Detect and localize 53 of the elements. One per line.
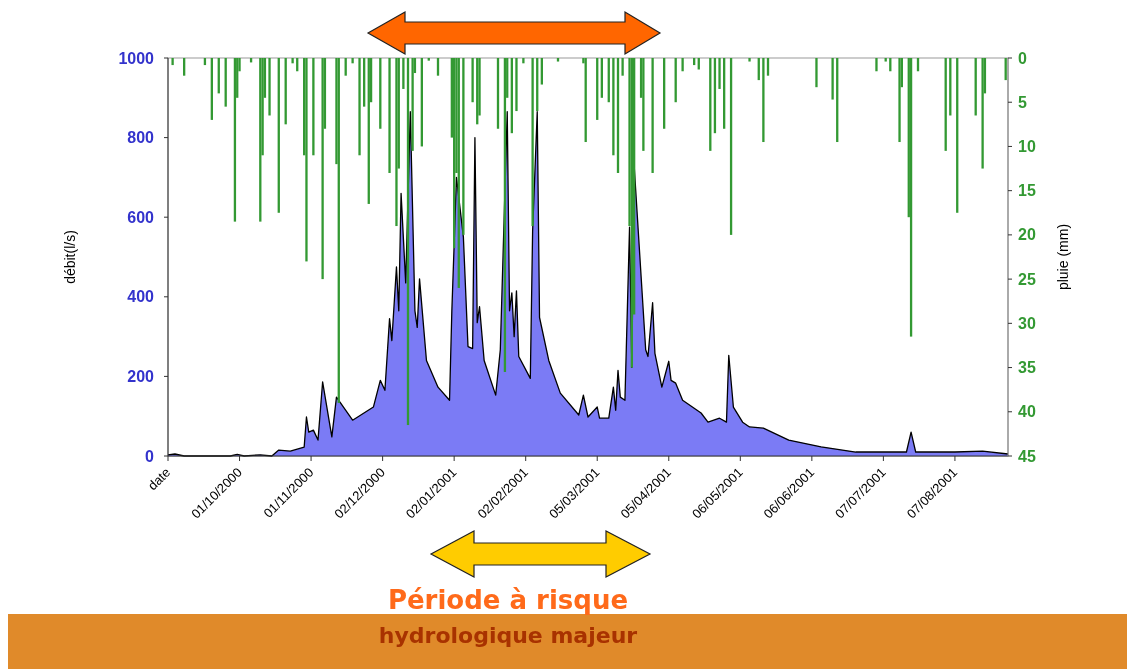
bar (395, 58, 398, 227)
bar (762, 58, 765, 143)
y2-tick-label: 45 (1018, 447, 1036, 465)
text: Période à risque hydrologique majeur (378, 585, 638, 648)
bar (312, 58, 315, 156)
bar (402, 58, 405, 89)
bar (358, 58, 361, 156)
y2-axis-title: pluie (mm) (1055, 223, 1071, 291)
bar (748, 58, 751, 62)
y-tick-label: 200 (127, 368, 155, 385)
bar (681, 58, 684, 72)
y2-tick-label: 20 (1018, 226, 1036, 244)
bar (642, 58, 645, 151)
bar (621, 58, 624, 76)
y2-tick-label: 35 (1018, 359, 1036, 377)
bar (411, 58, 414, 151)
bar (321, 58, 324, 280)
bar (268, 58, 271, 116)
bar (291, 58, 294, 64)
y-axis-title: débit(l/s) (62, 230, 78, 284)
bar (981, 58, 984, 169)
y2-tick-label: 40 (1018, 403, 1036, 421)
x-tick-label: date (144, 464, 174, 494)
bar (815, 58, 818, 88)
y-tick-label: 400 (127, 288, 155, 306)
y2-tick-label: 10 (1018, 138, 1036, 156)
bar (515, 58, 518, 112)
y2-tick-label: 0 (1018, 49, 1027, 67)
y-tick-label: 600 (127, 208, 155, 226)
bar (171, 58, 174, 66)
bar (898, 58, 901, 143)
bar (462, 58, 465, 235)
y2-tick-label: 15 (1018, 182, 1036, 200)
y2-tick-label: 25 (1018, 270, 1036, 288)
y-tick-label: 800 (127, 129, 155, 147)
bar (388, 58, 391, 173)
bar (305, 58, 308, 262)
bar (427, 58, 430, 61)
bar (531, 58, 534, 227)
bar (612, 58, 615, 156)
bar (351, 58, 354, 64)
bar (556, 58, 560, 62)
y-tick-label: 1000 (118, 49, 155, 67)
bar (651, 58, 654, 173)
bar (884, 58, 887, 62)
y2-tick-label: 5 (1018, 93, 1027, 111)
y-tick-label: 0 (145, 447, 155, 465)
bar (718, 58, 721, 89)
bar (831, 58, 834, 100)
bar (522, 58, 525, 64)
bar (471, 58, 474, 103)
bar (875, 58, 878, 72)
y2-tick-label: 30 (1018, 314, 1036, 332)
